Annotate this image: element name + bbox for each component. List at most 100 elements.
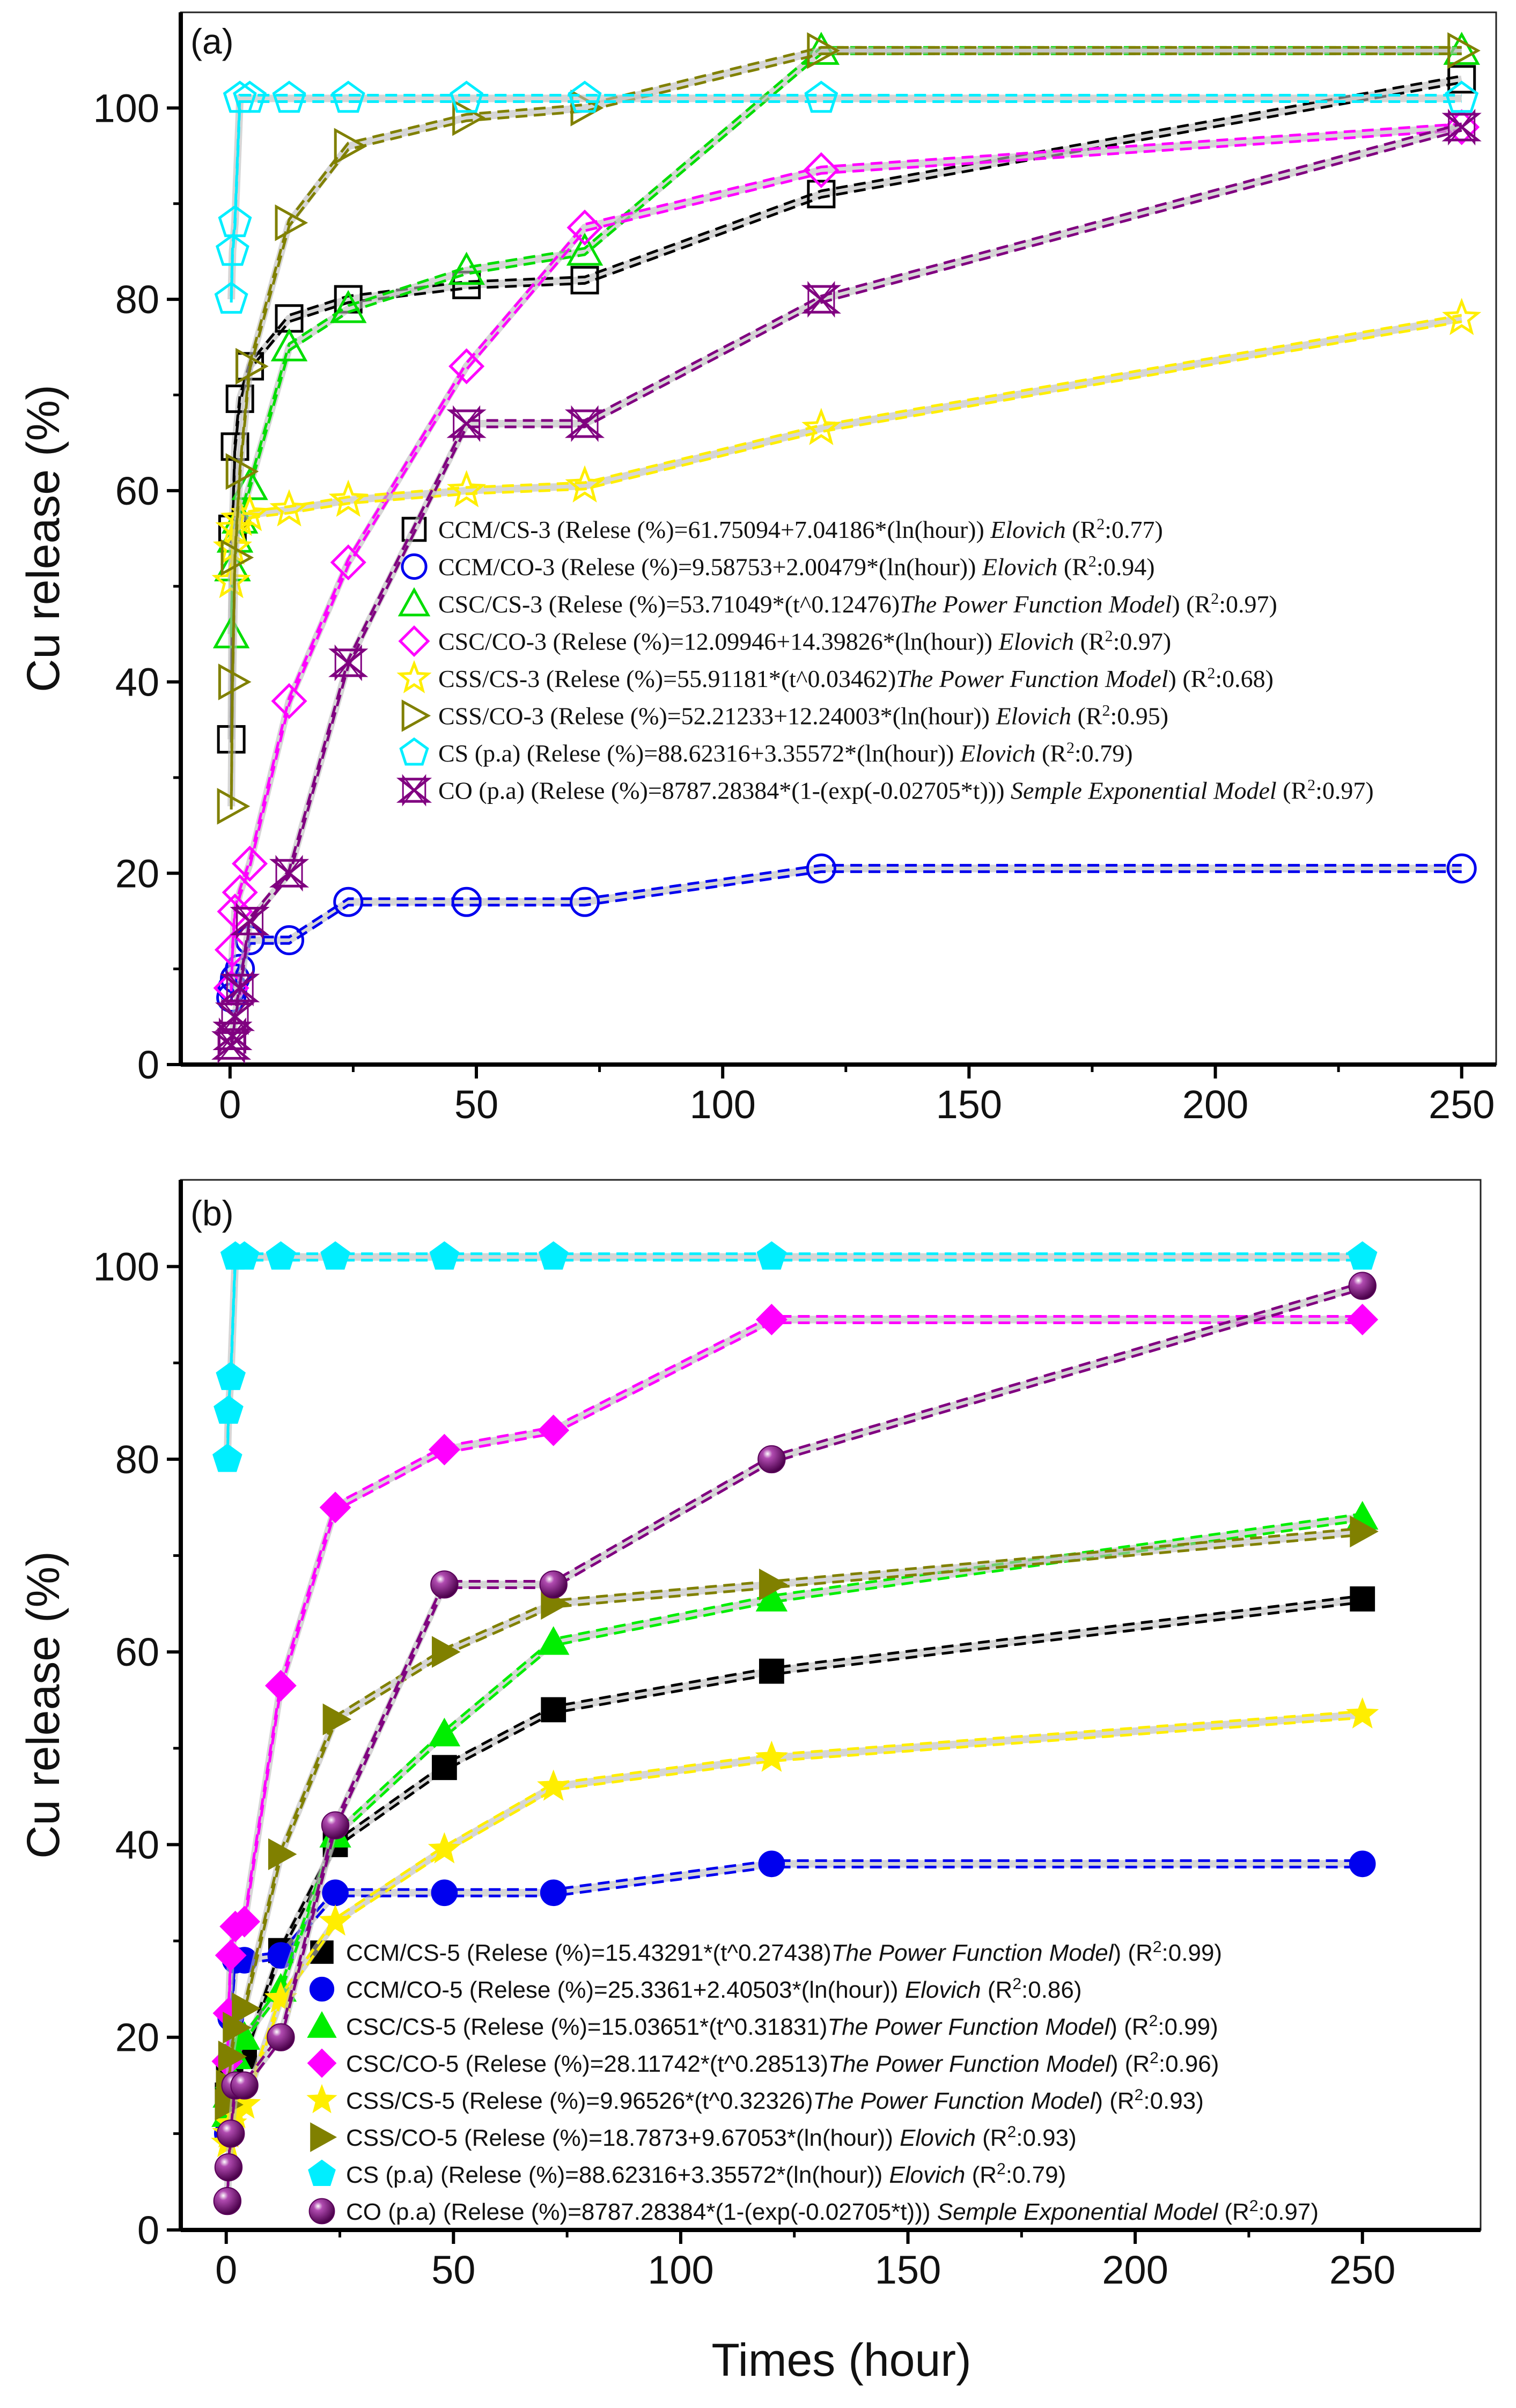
hourglass-shape xyxy=(269,859,310,888)
legend-marker xyxy=(401,516,427,542)
legend-entry: CSS/CO-5 (Relese (%)=18.7873+9.67053*(ln… xyxy=(346,2123,1077,2152)
legend-close: (R xyxy=(965,2162,997,2188)
data-point xyxy=(225,453,259,490)
legend-superscript: 2 xyxy=(1012,1975,1021,1993)
data-point xyxy=(807,32,841,69)
legend-marker xyxy=(308,2159,336,2187)
data-point xyxy=(334,128,367,165)
data-point xyxy=(538,1241,569,1270)
data-point xyxy=(568,80,602,113)
legend-superscript: 2 xyxy=(1307,776,1315,794)
data-point xyxy=(320,1241,350,1270)
y-tick-label: 20 xyxy=(115,2015,159,2060)
legend-model: Semple Exponential Model xyxy=(1011,777,1277,804)
data-point xyxy=(1346,1697,1379,1729)
data-point xyxy=(541,1697,566,1723)
legend-marker xyxy=(396,774,432,807)
data-point xyxy=(330,544,366,581)
series-cs-p-a- xyxy=(212,1241,1378,1472)
data-point xyxy=(757,1445,786,1474)
legend-model: The Power Function Model xyxy=(896,665,1168,692)
legend-model: The Power Function Model xyxy=(900,590,1172,618)
legend-close: (R xyxy=(1074,628,1105,655)
legend-model: The Power Function Model xyxy=(813,2088,1096,2114)
legend-entry: CCM/CS-3 (Relese (%)=61.75094+7.04186*(l… xyxy=(438,515,1163,544)
data-point xyxy=(267,2023,295,2051)
data-point xyxy=(1346,1304,1379,1335)
legend-close: (R xyxy=(1057,553,1088,581)
legend-formula: CSC/CO-5 (Relese (%)=28.11742*(t^0.28513… xyxy=(346,2051,828,2077)
legend-model: Elovich xyxy=(960,740,1036,767)
data-point xyxy=(217,788,251,825)
series-css-co-3 xyxy=(217,32,1481,825)
data-point xyxy=(1442,298,1482,335)
data-point xyxy=(759,1658,784,1684)
data-point xyxy=(215,233,249,266)
data-point xyxy=(214,2153,243,2182)
legend-superscript: 2 xyxy=(1096,515,1105,533)
data-point xyxy=(274,925,305,956)
y-tick-label: 60 xyxy=(115,469,159,513)
legend-entry: CCM/CO-5 (Relese (%)=25.3361+2.40503*(ln… xyxy=(346,1975,1082,2004)
data-point xyxy=(216,1362,246,1390)
x-tick-label: 100 xyxy=(647,2248,713,2292)
legend-r2: :0.97) xyxy=(1315,777,1374,804)
y-tick-label: 100 xyxy=(93,1245,159,1289)
data-point xyxy=(807,180,836,209)
hourglass-shape xyxy=(328,648,369,677)
hourglass-shape xyxy=(212,1021,253,1050)
hourglass-shape xyxy=(220,973,260,1002)
y-tick-label: 100 xyxy=(93,86,159,130)
data-point xyxy=(229,1905,261,1938)
x-tick-label: 250 xyxy=(1329,2248,1395,2292)
data-point xyxy=(447,470,487,507)
data-point xyxy=(803,152,840,188)
y-tick-label: 0 xyxy=(137,1043,159,1087)
legend-r2: :0.93) xyxy=(1016,2125,1077,2151)
data-point xyxy=(218,205,252,238)
data-point xyxy=(232,845,268,882)
data-point xyxy=(1347,1241,1378,1270)
data-point xyxy=(564,405,605,442)
legend-superscript: 2 xyxy=(997,2160,1006,2178)
legend-entry: CSS/CS-3 (Relese (%)=55.91181*(t^0.03462… xyxy=(438,664,1274,693)
bowtie-shape xyxy=(218,1017,246,1054)
data-point xyxy=(321,1811,350,1840)
data-point xyxy=(1441,108,1482,146)
data-point xyxy=(230,2071,259,2100)
x-tick-label: 50 xyxy=(454,1082,498,1127)
y-tick-label: 40 xyxy=(115,660,159,705)
legend-model: The Power Function Model xyxy=(827,2014,1110,2040)
data-point xyxy=(570,887,600,917)
series-line xyxy=(226,1252,1363,1456)
data-point xyxy=(431,1879,458,1907)
series-line xyxy=(230,94,1462,297)
bowtie-shape xyxy=(275,854,303,892)
legend-marker xyxy=(310,2122,337,2152)
data-point xyxy=(218,2040,247,2073)
x-tick-label: 50 xyxy=(431,2248,475,2292)
chart-panel-b: 0 50 100 150 200 250 0 20 40 60 80 100 Cu release (%… xyxy=(18,1179,1482,2386)
legend-close: ) (R xyxy=(1114,1940,1153,1966)
bowtie-shape xyxy=(236,903,264,940)
legend-r2: :0.79) xyxy=(1075,740,1133,767)
x-tick-label: 200 xyxy=(1102,2248,1168,2292)
x-axis-label: Times (hour) xyxy=(711,2335,971,2386)
legend-model: Elovich xyxy=(900,2125,976,2151)
legend-superscript: 2 xyxy=(1249,2197,1259,2215)
legend-formula: CCM/CS-3 (Relese (%)=61.75094+7.04186*(l… xyxy=(438,516,990,543)
legend-superscript: 2 xyxy=(1135,2086,1144,2104)
series-band xyxy=(227,123,1463,1046)
chart-panel-a: 0 50 100 150 200 250 0 20 40 60 80 100 Cu release (%… xyxy=(18,11,1497,1127)
legend-superscript: 2 xyxy=(1150,2049,1159,2067)
legend-superscript: 2 xyxy=(1207,664,1215,682)
series-line xyxy=(230,46,1462,803)
data-point xyxy=(1348,1272,1377,1300)
data-point xyxy=(1349,1850,1376,1878)
y-tick-label: 80 xyxy=(115,277,159,322)
hourglass-shape xyxy=(564,409,605,438)
y-tick-label: 60 xyxy=(115,1630,159,1674)
data-point xyxy=(270,328,308,361)
legend-close: (R xyxy=(1277,777,1308,804)
